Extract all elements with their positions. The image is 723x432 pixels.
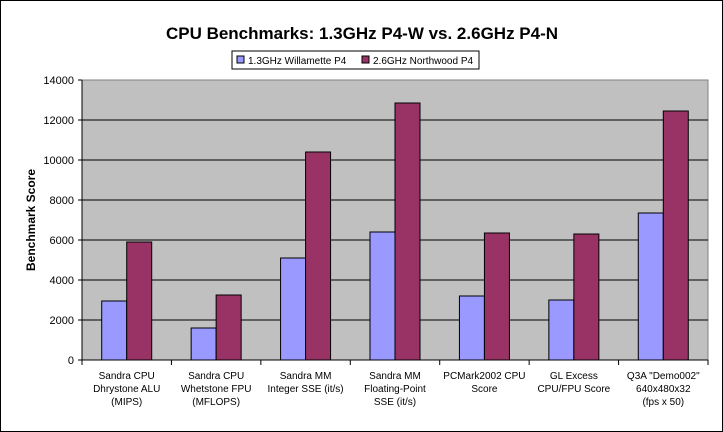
bar-willamette (280, 257, 307, 361)
x-tick-label: Score (471, 384, 498, 395)
bar-northwood (483, 232, 510, 361)
bar-willamette (190, 327, 217, 361)
chart-title: CPU Benchmarks: 1.3GHz P4-W vs. 2.6GHz P… (166, 24, 558, 43)
x-tick-label: (MFLOPS) (192, 397, 240, 408)
x-tick-label: Floating-Point (364, 384, 426, 395)
y-tick-label: 6000 (50, 235, 74, 247)
x-tick-label: CPU/FPU Score (537, 384, 610, 395)
y-tick-label: 4000 (50, 275, 74, 287)
legend-box (231, 50, 480, 70)
legend-label: 1.3GHz Willamette P4 (248, 56, 347, 67)
bar-northwood (573, 233, 600, 361)
bar-northwood (662, 110, 689, 361)
bar-willamette (548, 299, 575, 361)
bar-willamette (369, 231, 396, 361)
y-tick-label: 8000 (50, 195, 74, 207)
bar-willamette (637, 212, 664, 361)
bar-northwood (394, 102, 421, 361)
x-tick-label: PCMark2002 CPU (443, 371, 525, 382)
x-tick-label: (MIPS) (111, 397, 142, 408)
y-tick-label: 12000 (43, 115, 74, 127)
legend-label: 2.6GHz Northwood P4 (373, 56, 473, 67)
x-tick-label: Sandra CPU (99, 371, 155, 382)
x-tick-label: Integer SSE (it/s) (268, 384, 344, 395)
bar-northwood (126, 241, 153, 361)
y-tick-label: 14000 (43, 75, 74, 87)
y-axis-label: Benchmark Score (24, 169, 38, 271)
bar-northwood (215, 294, 242, 361)
x-tick-label: SSE (it/s) (374, 397, 416, 408)
x-tick-label: 640x480x32 (636, 384, 691, 395)
bar-willamette (101, 300, 128, 361)
x-tick-label: (fps x 50) (642, 397, 684, 408)
x-tick-label: GL Excess (550, 371, 598, 382)
y-tick-label: 2000 (50, 315, 74, 327)
legend-swatch (236, 55, 245, 64)
x-tick-label: Sandra MM (369, 371, 421, 382)
y-tick-label: 10000 (43, 155, 74, 167)
bar-northwood (305, 151, 332, 361)
x-tick-label: Dhrystone ALU (93, 384, 160, 395)
x-tick-label: Sandra CPU (188, 371, 244, 382)
x-tick-label: Whetstone FPU (181, 384, 252, 395)
x-tick-label: Q3A "Demo002" (627, 371, 700, 382)
bar-willamette (458, 295, 485, 361)
legend-swatch (361, 55, 370, 64)
legend: 1.3GHz Willamette P4 2.6GHz Northwood P4 (231, 50, 480, 70)
x-tick-label: Sandra MM (280, 371, 332, 382)
y-tick-label: 0 (68, 355, 74, 367)
